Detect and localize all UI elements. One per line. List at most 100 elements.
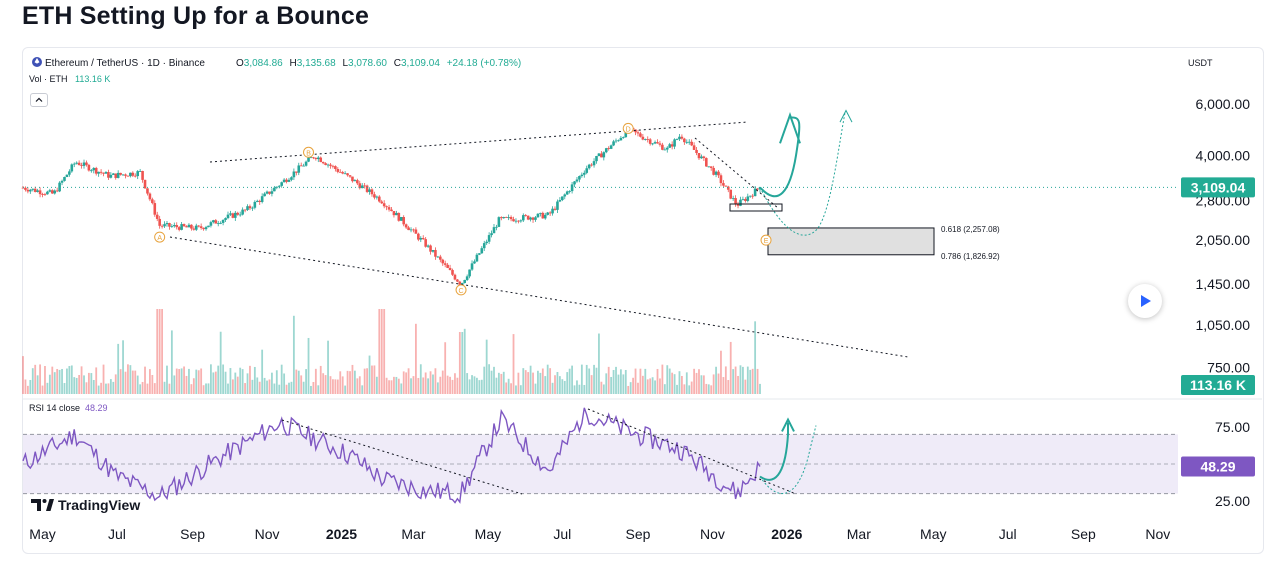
rsi-label: RSI 14 close (29, 403, 80, 413)
volume-bar (554, 375, 556, 394)
candle-body (531, 217, 535, 220)
price-tick-label: 750.00 (1207, 360, 1250, 376)
candle-body (312, 157, 315, 159)
candle-body (46, 191, 49, 195)
volume-bar (724, 366, 727, 394)
candle-body (219, 222, 222, 224)
volume-bar (78, 374, 81, 394)
volume-bar (742, 366, 744, 394)
volume-bar (759, 383, 761, 394)
volume-bar (590, 375, 593, 394)
volume-bar (432, 374, 434, 394)
chart-frame[interactable] (22, 47, 1264, 554)
volume-bar (436, 382, 439, 394)
volume-bar (646, 379, 649, 394)
candle-body (43, 194, 47, 195)
volume-bar (305, 369, 307, 394)
projection-primary-arrowhead (779, 112, 801, 144)
candle-body (414, 229, 418, 234)
candle-body (519, 220, 523, 222)
candle-body (595, 156, 598, 162)
volume-bar (544, 376, 547, 394)
candle-body (102, 172, 105, 174)
candle-body (251, 207, 254, 209)
candle-body (368, 189, 371, 192)
volume-bar (349, 371, 351, 394)
candle-body (397, 212, 401, 221)
candle-body (424, 239, 427, 247)
volume-bar (63, 383, 66, 394)
candle-body (751, 195, 754, 197)
volume-bar (617, 374, 620, 394)
time-axis[interactable]: May Jul Sep Nov 2025 Mar May Jul Sep Nov 2026 Mar Ma… (29, 526, 1170, 542)
time-tick-label: May (475, 526, 501, 542)
candle-body (426, 245, 430, 247)
candle-body (153, 203, 157, 215)
volume-bar (324, 375, 327, 394)
candle-body (683, 138, 686, 143)
volume-bar (746, 366, 749, 394)
volume-bar (175, 368, 178, 394)
volume-bar (241, 369, 244, 394)
candle-body (429, 245, 432, 252)
volume-bar (493, 366, 495, 394)
candle-body (602, 152, 606, 158)
volume-bar (85, 382, 88, 394)
volume-bar (717, 373, 720, 394)
candle-body (578, 176, 581, 180)
candle-body (275, 186, 279, 188)
ohlc-change: +24.18 (+0.78%) (447, 58, 522, 69)
volume-bar (705, 383, 708, 394)
candle-body (290, 177, 293, 180)
candle-body (504, 217, 508, 218)
volume-bar (644, 368, 647, 394)
volume-bar (712, 374, 715, 394)
candle-body (551, 208, 554, 214)
play-button[interactable] (1128, 284, 1162, 318)
price-tick-label: 1,050.00 (1196, 317, 1251, 333)
volume-bar (283, 373, 286, 394)
candle-body (287, 179, 291, 182)
candle-body (402, 217, 406, 225)
collapse-legend-button[interactable] (30, 93, 48, 107)
time-tick-label: Sep (180, 526, 205, 542)
candle-body (475, 254, 479, 262)
candle-body (370, 189, 374, 195)
candle-body (709, 166, 713, 168)
volume-bar (346, 370, 349, 394)
candle-body (622, 137, 625, 138)
volume-bar (195, 369, 198, 394)
candle-body (553, 208, 557, 210)
volume-bar (297, 370, 300, 394)
candle-body (77, 162, 81, 166)
candle-body (526, 215, 530, 220)
volume-bar (488, 364, 491, 394)
volume-bar (515, 385, 517, 394)
candle-body (673, 139, 676, 147)
volume-bar (641, 375, 644, 394)
candle-body (192, 228, 196, 230)
volume-bar (22, 356, 24, 394)
candle-body (675, 139, 679, 140)
volume-bar (97, 385, 100, 394)
candle-body (309, 157, 313, 159)
candle-body (253, 201, 257, 208)
volume-bar (87, 372, 90, 394)
volume-bar (610, 376, 613, 394)
volume-bar (732, 369, 735, 394)
price-axis[interactable]: 6,000.004,000.002,800.002,050.001,450.00… (1181, 96, 1255, 395)
volume-bar (144, 366, 146, 394)
candle-body (568, 191, 571, 192)
volume-bar (656, 368, 659, 394)
candle-body (85, 162, 88, 165)
candle-body (319, 157, 323, 162)
candle-body (441, 259, 445, 264)
ohlc-o-label: O (236, 58, 244, 69)
volume-bar (332, 379, 334, 394)
volume-bar (671, 372, 674, 394)
candle-body (714, 171, 718, 175)
candle-body (177, 227, 181, 230)
candle-body (248, 206, 252, 209)
volume-bar (334, 379, 337, 394)
